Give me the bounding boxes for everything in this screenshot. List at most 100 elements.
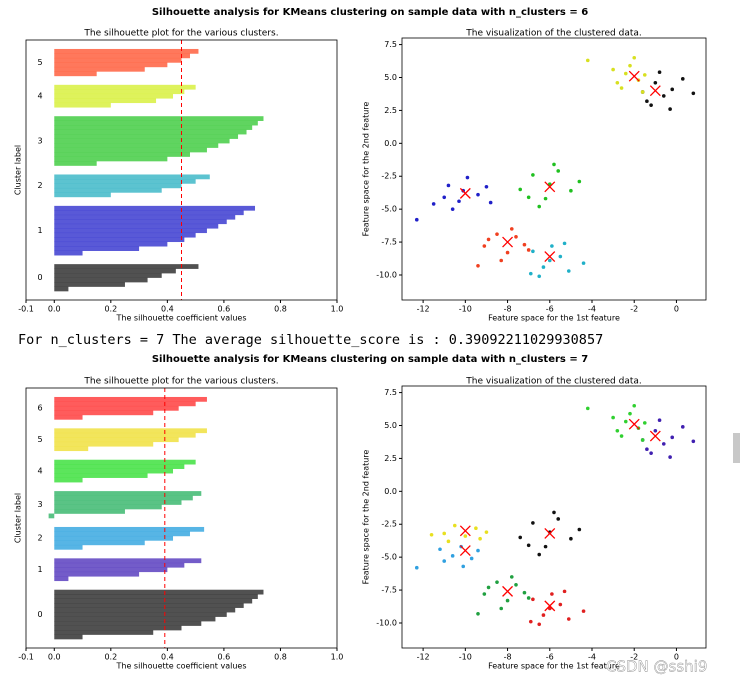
y-tick-label: -5.0 (381, 553, 397, 562)
data-point (526, 248, 531, 252)
data-point (653, 428, 658, 433)
data-point (446, 539, 451, 544)
y-tick-label: 5.0 (384, 421, 397, 430)
silhouette-bar (54, 286, 69, 292)
x-tick-label: 0.8 (274, 653, 287, 662)
silhouette-bar (54, 491, 202, 496)
cluster-center (502, 236, 514, 248)
silhouette-bar (54, 612, 227, 617)
x-tick-label: -8 (504, 305, 512, 314)
silhouette-bar (54, 120, 258, 126)
data-point (526, 543, 531, 548)
silhouette-bar (54, 540, 145, 546)
data-point (495, 232, 499, 236)
silhouette-bar (54, 48, 199, 54)
x-axis-label: Feature space for the 1st feature (488, 314, 620, 323)
silhouette-bar (54, 621, 202, 626)
cluster-label: 4 (37, 466, 42, 475)
scrollbar[interactable] (733, 433, 740, 463)
data-point (465, 175, 470, 180)
silhouette-bar (54, 66, 145, 72)
x-tick-label: 0.2 (104, 305, 117, 314)
data-point (486, 585, 491, 590)
data-point (577, 527, 582, 532)
x-axis-label: The silhouette coefficient values (116, 314, 247, 323)
data-point (478, 536, 482, 541)
data-point (649, 451, 653, 455)
data-point (452, 523, 457, 528)
data-point (531, 597, 535, 602)
silhouette-bar (54, 526, 205, 532)
data-point (642, 73, 647, 77)
y-axis-label: Cluster label (14, 145, 23, 195)
data-point (628, 63, 632, 68)
data-point (566, 269, 571, 273)
data-point (476, 192, 480, 197)
data-point (569, 188, 573, 193)
data-point (668, 455, 672, 459)
silhouette-bar (54, 237, 185, 243)
axes-frame (401, 37, 707, 301)
data-point (569, 536, 573, 541)
data-point (514, 583, 518, 587)
x-tick-label: 0.0 (48, 653, 61, 662)
data-point (670, 87, 675, 92)
y-tick-label: 7.5 (384, 40, 397, 49)
cluster-center (544, 600, 556, 612)
data-point (522, 590, 527, 595)
silhouette-bar (54, 603, 244, 608)
silhouette-bar (54, 428, 207, 434)
data-point (482, 244, 487, 248)
x-tick-label: 0.4 (161, 653, 174, 662)
silhouette-bar (54, 125, 253, 130)
silhouette-bar (54, 129, 247, 135)
silhouette-bar (54, 576, 69, 582)
silhouette-bar (54, 250, 83, 256)
data-point (526, 195, 531, 200)
x-tick-label: 0.2 (104, 653, 117, 662)
silhouette-bar (54, 116, 264, 121)
data-point (476, 548, 480, 553)
silhouette-bar (48, 513, 55, 519)
silhouette-bar (54, 396, 207, 402)
data-point (585, 406, 590, 411)
silhouette-bar (54, 495, 193, 501)
data-point (531, 521, 535, 525)
data-point (640, 90, 645, 94)
silhouette-bar (54, 441, 154, 447)
data-point (680, 425, 685, 429)
data-point (668, 107, 672, 111)
data-point (505, 250, 510, 255)
data-point (463, 534, 468, 538)
silhouette-bar (54, 174, 210, 180)
silhouette-bar (54, 143, 219, 148)
silhouette-bar (54, 192, 111, 198)
axes-title: The visualization of the clustered data. (465, 29, 642, 39)
data-point (543, 196, 548, 201)
silhouette-bar (54, 432, 196, 438)
silhouette-bar (54, 558, 202, 564)
silhouette-bar (54, 273, 162, 278)
silhouette-bar (54, 147, 207, 153)
data-point (509, 227, 514, 231)
data-point (552, 510, 556, 515)
data-point (476, 263, 480, 268)
data-point (562, 241, 567, 246)
cluster-center (459, 525, 471, 537)
silhouette-bar (54, 178, 196, 184)
data-point (499, 258, 504, 263)
silhouette-bar (54, 152, 190, 157)
silhouette-bar (54, 282, 125, 287)
x-tick-label: -4 (588, 653, 596, 662)
x-tick-label: -0.1 (18, 305, 34, 314)
x-tick-label: 1.0 (331, 653, 344, 662)
x-tick-label: 0.4 (161, 305, 174, 314)
x-tick-label: 0.6 (218, 653, 231, 662)
y-tick-label: -10.0 (376, 270, 397, 279)
y-tick-label: -7.5 (381, 586, 397, 595)
data-point (632, 403, 637, 408)
x-tick-label: -10 (459, 653, 472, 662)
y-axis-label: Feature space for the 2nd feature (362, 450, 371, 585)
data-point (474, 526, 478, 530)
data-point (615, 80, 620, 85)
